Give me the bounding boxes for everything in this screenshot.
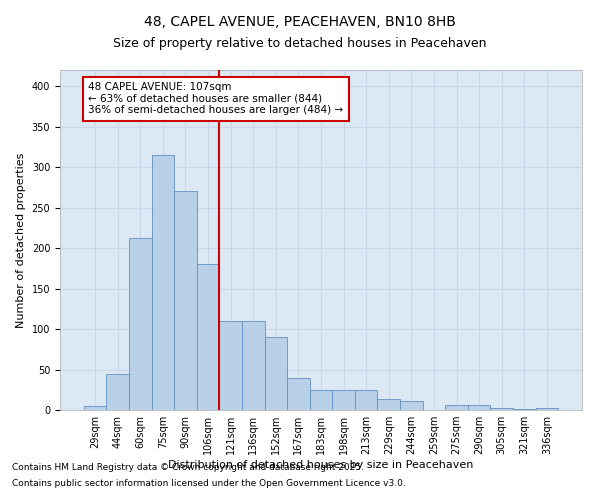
Bar: [332, 390, 355, 410]
Bar: [355, 390, 377, 410]
Text: Size of property relative to detached houses in Peacehaven: Size of property relative to detached ho…: [113, 38, 487, 51]
Text: Contains HM Land Registry data © Crown copyright and database right 2025.: Contains HM Land Registry data © Crown c…: [12, 464, 364, 472]
Bar: [129, 238, 152, 410]
Bar: [468, 405, 490, 410]
Bar: [84, 406, 106, 410]
Bar: [106, 374, 129, 410]
Bar: [265, 337, 287, 410]
Bar: [536, 408, 558, 410]
Bar: [152, 155, 174, 410]
Text: 48 CAPEL AVENUE: 107sqm
← 63% of detached houses are smaller (844)
36% of semi-d: 48 CAPEL AVENUE: 107sqm ← 63% of detache…: [88, 82, 343, 116]
Text: Contains public sector information licensed under the Open Government Licence v3: Contains public sector information licen…: [12, 478, 406, 488]
Bar: [513, 409, 536, 410]
Bar: [490, 408, 513, 410]
Bar: [310, 390, 332, 410]
Bar: [445, 405, 468, 410]
X-axis label: Distribution of detached houses by size in Peacehaven: Distribution of detached houses by size …: [169, 460, 473, 470]
Bar: [287, 378, 310, 410]
Bar: [220, 321, 242, 410]
Bar: [174, 192, 197, 410]
Bar: [197, 264, 220, 410]
Text: 48, CAPEL AVENUE, PEACEHAVEN, BN10 8HB: 48, CAPEL AVENUE, PEACEHAVEN, BN10 8HB: [144, 15, 456, 29]
Bar: [377, 398, 400, 410]
Y-axis label: Number of detached properties: Number of detached properties: [16, 152, 26, 328]
Bar: [242, 321, 265, 410]
Bar: [400, 401, 422, 410]
